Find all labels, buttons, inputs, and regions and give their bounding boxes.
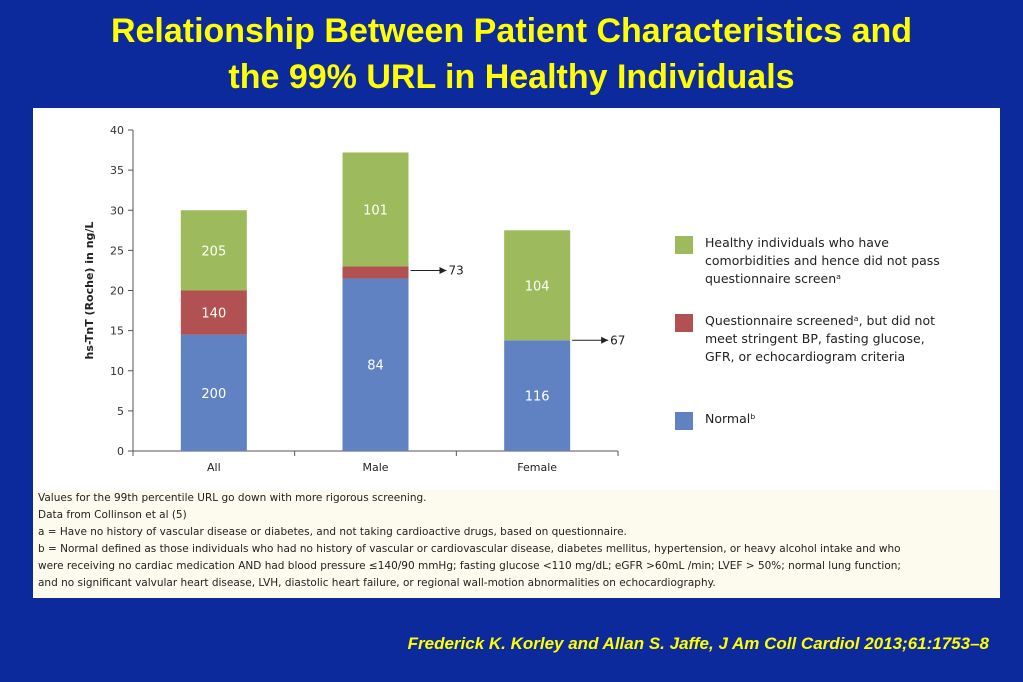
x-tick-label: All xyxy=(207,461,221,474)
bar-segment-comorbid xyxy=(342,152,409,267)
bar-segment-screened xyxy=(342,266,409,279)
y-tick-label: 25 xyxy=(110,244,124,257)
footnote-line: a = Have no history of vascular disease … xyxy=(38,526,627,538)
y-tick-label: 0 xyxy=(117,445,124,458)
footnote-line: b = Normal defined as those individuals … xyxy=(38,543,901,555)
y-tick-label: 40 xyxy=(110,124,124,137)
data-label: 200 xyxy=(201,387,226,402)
annotation-label: 67 xyxy=(610,333,625,347)
bar-segment-screened xyxy=(180,290,247,335)
figure-panel: 0 5 10 15 20 25 30 35 40 hs-TnT (Roche) in ng/L 20… xyxy=(33,108,1000,598)
y-axis-label: hs-TnT (Roche) in ng/L xyxy=(83,222,96,360)
footnote-line: Data from Collinson et al (5) xyxy=(38,509,187,521)
y-tick-label: 10 xyxy=(110,365,124,378)
footnote-line: and no significant valvular heart diseas… xyxy=(38,577,716,589)
annotation-label: 73 xyxy=(449,263,464,277)
legend-label-normal: Normalᵇ xyxy=(705,411,756,426)
y-tick-label: 15 xyxy=(110,325,124,338)
slide-title: Relationship Between Patient Characteris… xyxy=(0,8,1023,100)
data-label: 101 xyxy=(363,203,388,218)
x-tick-label: Female xyxy=(517,461,557,474)
legend-label-comorbid: Healthy individuals who have comorbiditi… xyxy=(705,235,940,286)
footnotes: Values for the 99th percentile URL go do… xyxy=(33,490,1000,598)
title-line-1: Relationship Between Patient Characteris… xyxy=(110,12,913,50)
data-label: 116 xyxy=(525,390,550,405)
bar-segment-normal xyxy=(180,334,247,451)
bar-segment-comorbid xyxy=(180,210,247,291)
y-tick-label: 5 xyxy=(117,405,124,418)
bar-segment-normal xyxy=(504,340,571,451)
annotation-arrowhead xyxy=(601,336,609,344)
footnote-line: were receiving no cardiac medication AND… xyxy=(38,560,901,572)
data-label: 84 xyxy=(367,359,384,374)
legend-label-screened: Questionnaire screenedᵃ, but did not mee… xyxy=(705,313,936,364)
bar-segment-normal xyxy=(342,278,409,451)
y-tick-label: 30 xyxy=(110,204,124,217)
data-label: 140 xyxy=(201,307,226,322)
bar-segment-comorbid xyxy=(504,230,571,341)
y-tick-label: 20 xyxy=(110,285,124,298)
legend-swatch-normal xyxy=(675,412,693,430)
y-tick-label: 35 xyxy=(110,164,124,177)
footnote-line: Values for the 99th percentile URL go do… xyxy=(38,492,427,504)
legend-swatch-comorbid xyxy=(675,236,693,254)
data-label: 104 xyxy=(525,279,550,294)
title-line-2: the 99% URL in Healthy Individuals xyxy=(228,58,795,96)
stacked-bar-chart: 0 5 10 15 20 25 30 35 40 hs-TnT (Roche) in ng/L 20… xyxy=(83,124,625,474)
x-tick-label: Male xyxy=(362,461,388,474)
annotation-arrowhead xyxy=(439,266,447,274)
data-label: 205 xyxy=(201,244,226,259)
citation: Frederick K. Korley and Allan S. Jaffe, … xyxy=(407,634,989,653)
legend-swatch-screened xyxy=(675,314,693,332)
